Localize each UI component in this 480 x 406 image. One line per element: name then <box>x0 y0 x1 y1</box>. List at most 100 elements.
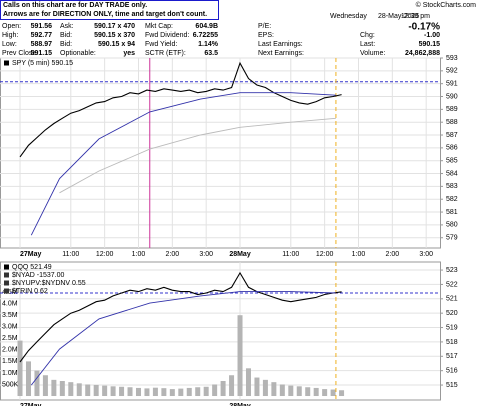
volume-bar <box>152 387 158 397</box>
x-tick-label: 2:00 <box>166 251 180 258</box>
legend-swatch <box>4 60 9 66</box>
info-value: 591.56 <box>31 23 53 30</box>
volume-bar <box>339 390 345 397</box>
copyright: © StockCharts.com <box>416 1 477 9</box>
volume-bar <box>68 382 74 397</box>
volume-bar <box>17 340 23 397</box>
volume-bar <box>262 379 268 397</box>
notice-box <box>0 0 219 20</box>
volume-bar <box>254 377 260 397</box>
info-value: 588.97 <box>31 41 53 48</box>
info-value: 604.9B <box>195 23 218 30</box>
volume-bar <box>144 388 150 397</box>
volume-tick-label: 4.5M <box>2 289 18 296</box>
info-value: 6.72255 <box>193 32 218 39</box>
volume-bar <box>119 386 125 397</box>
series-line <box>19 61 342 158</box>
volume-tick-label: 1.0M <box>2 370 18 377</box>
volume-bar <box>169 389 175 397</box>
y-tick-label: 586 <box>446 145 458 152</box>
info-label: P/E: <box>258 23 271 30</box>
volume-bar <box>161 388 167 397</box>
x-tick-label: 1:00 <box>132 251 146 258</box>
volume-bar <box>34 370 40 397</box>
legend-label: $NYAD -1537.00 <box>12 272 65 279</box>
y-tick-label: 585 <box>446 158 458 165</box>
volume-bar <box>229 375 235 397</box>
volume-tick-label: 4.0M <box>2 301 18 308</box>
volume-bar <box>195 387 201 397</box>
volume-bar <box>102 385 108 397</box>
series-line <box>59 117 336 194</box>
y-tick-label: 587 <box>446 132 458 139</box>
y-tick-label: 520 <box>446 310 458 317</box>
x-tick-label: 11:00 <box>62 251 79 258</box>
volume-bar <box>330 389 336 397</box>
x-tick-label: 11:00 <box>282 251 299 258</box>
date-text: Wednesday <box>330 13 367 20</box>
volume-bar <box>203 386 209 397</box>
y-tick-label: 584 <box>446 170 458 177</box>
volume-bar <box>42 375 48 397</box>
series-line <box>19 271 342 363</box>
info-label: Low: <box>2 41 17 48</box>
volume-tick-label: 2.5M <box>2 335 18 342</box>
info-value: 590.15 x 370 <box>94 32 135 39</box>
volume-bar <box>186 387 192 397</box>
y-tick-label: 590 <box>446 93 458 100</box>
y-tick-label: 593 <box>446 55 458 62</box>
info-value: 590.17 x 470 <box>94 23 135 30</box>
x-tick-label: 12:00 <box>316 251 334 258</box>
y-tick-label: 517 <box>446 353 458 360</box>
x-tick-label: 1:00 <box>352 251 366 258</box>
panel <box>0 261 441 401</box>
info-label: Next Earnings: <box>258 50 304 57</box>
info-label: Mkt Cap: <box>145 23 173 30</box>
x-tick-label: 3:00 <box>419 251 433 258</box>
volume-bar <box>59 381 65 397</box>
info-label: SCTR (ETF): <box>145 50 186 57</box>
volume-bar <box>220 381 226 397</box>
info-label: Open: <box>2 23 21 30</box>
info-value: 1.14% <box>198 41 219 48</box>
legend-label: SPY (5 min) 590.15 <box>12 60 73 67</box>
y-tick-label: 519 <box>446 324 458 331</box>
y-tick-label: 583 <box>446 183 458 190</box>
x-tick-label: 27May <box>20 251 42 258</box>
info-value: 591.15 <box>31 50 53 57</box>
volume-bar <box>51 379 57 397</box>
volume-bar <box>237 315 243 397</box>
legend-swatch <box>4 288 9 294</box>
volume-tick-label: 500K <box>2 381 19 388</box>
info-label: Fwd Dividend: <box>145 32 189 39</box>
legend-swatch <box>4 272 9 278</box>
volume-bar <box>127 387 133 397</box>
y-tick-label: 588 <box>446 119 458 126</box>
volume-bar <box>288 385 294 397</box>
volume-bar <box>110 386 116 397</box>
volume-bar <box>135 387 141 397</box>
change-pct: -0.17% <box>408 22 440 33</box>
info-label: Fwd Yield: <box>145 41 177 48</box>
x-tick-label: 28May <box>229 251 251 258</box>
date-text: 12:38 pm <box>401 13 430 20</box>
series-line <box>30 291 336 386</box>
info-value: 24,862,888 <box>405 50 440 57</box>
x-tick-label: 28May <box>229 403 251 406</box>
x-tick-label: 2:00 <box>386 251 400 258</box>
date-text: 28-May-2025 <box>378 13 419 20</box>
y-tick-label: 522 <box>446 281 458 288</box>
info-label: Prev Close: <box>2 50 38 57</box>
info-value: 63.5 <box>204 50 218 57</box>
info-value: 590.15 x 94 <box>98 41 135 48</box>
info-value: -1.00 <box>424 32 440 39</box>
x-tick-label: 3:00 <box>199 251 213 258</box>
y-tick-label: 591 <box>446 81 458 88</box>
volume-bar <box>322 389 328 397</box>
volume-bar <box>85 384 91 397</box>
volume-bar <box>271 382 277 397</box>
legend-swatch <box>4 280 9 286</box>
y-tick-label: 521 <box>446 296 458 303</box>
y-tick-label: 523 <box>446 267 458 274</box>
